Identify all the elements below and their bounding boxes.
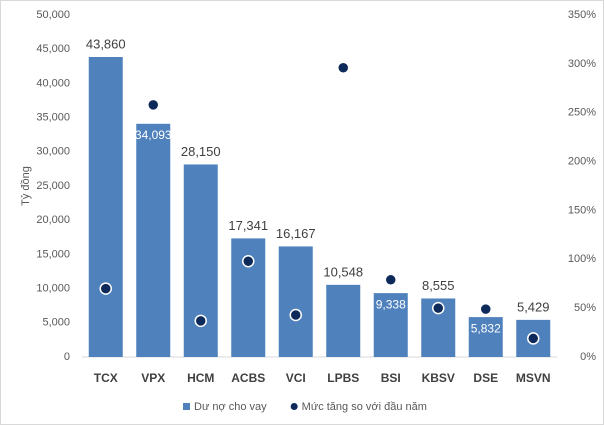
data-label: 8,555 — [422, 278, 455, 293]
y-tick-label: 45,000 — [36, 43, 70, 55]
y-tick-label: 35,000 — [36, 112, 70, 124]
scatter-point — [147, 98, 160, 112]
y2-tick-label: 0% — [580, 351, 596, 363]
scatter-point — [479, 302, 492, 316]
x-tick-label: VCI — [286, 371, 306, 385]
data-label: 9,338 — [376, 297, 406, 311]
x-tick-label: LPBS — [327, 371, 359, 385]
data-label: 10,548 — [323, 264, 363, 279]
legend-label: Dư nợ cho vay — [194, 401, 267, 413]
scatter-point — [289, 308, 302, 322]
data-label: 43,860 — [86, 36, 126, 51]
y-tick-label: 30,000 — [36, 146, 70, 158]
x-tick-label: BSI — [381, 371, 401, 385]
y2-tick-label: 50% — [574, 302, 596, 314]
scatter-point — [337, 61, 350, 75]
y-tick-label: 25,000 — [36, 180, 70, 192]
scatter-point — [242, 254, 255, 268]
x-tick-label: HCM — [187, 371, 214, 385]
bar — [183, 164, 218, 357]
y-tick-label: 5,000 — [42, 317, 70, 329]
bar — [326, 284, 361, 357]
bar — [468, 317, 503, 357]
bar — [88, 56, 123, 358]
y-tick-label: 40,000 — [36, 77, 70, 89]
y2-tick-label: 350% — [568, 9, 596, 21]
y-tick-label: 50,000 — [36, 9, 70, 21]
x-tick-label: DSE — [473, 371, 498, 385]
x-tick-label: TCX — [94, 371, 118, 385]
legend-swatch — [183, 403, 190, 410]
bar — [278, 246, 313, 357]
scatter-point — [99, 282, 112, 295]
scatter-point — [432, 301, 445, 315]
scatter-point — [384, 273, 397, 287]
y2-tick-label: 200% — [568, 155, 596, 167]
bar — [373, 293, 408, 357]
y-tick-label: 20,000 — [36, 214, 70, 226]
y-tick-label: 15,000 — [36, 248, 70, 260]
data-label: 5,429 — [517, 299, 550, 314]
y-tick-label: 10,000 — [36, 283, 70, 295]
bar — [136, 123, 171, 357]
y2-tick-label: 300% — [568, 58, 596, 70]
y-axis-label: Tỷ đồng — [20, 166, 32, 206]
data-label: 5,832 — [471, 321, 501, 335]
scatter-point — [194, 314, 207, 328]
y2-tick-label: 250% — [568, 107, 596, 119]
x-tick-label: ACBS — [231, 371, 265, 385]
x-tick-label: VPX — [141, 371, 165, 385]
legend-label: Mức tăng so với đầu năm — [302, 401, 427, 413]
data-label: 16,167 — [276, 226, 316, 241]
x-tick-label: KBSV — [422, 371, 455, 385]
y-tick-label: 0 — [64, 351, 70, 363]
scatter-point — [527, 332, 540, 345]
data-label: 28,150 — [181, 144, 221, 159]
x-tick-label: MSVN — [516, 371, 551, 385]
y2-tick-label: 150% — [568, 204, 596, 216]
y2-tick-label: 100% — [568, 253, 596, 265]
data-label: 34,093 — [135, 128, 172, 142]
data-label: 17,341 — [228, 218, 268, 233]
legend-swatch — [290, 403, 298, 410]
